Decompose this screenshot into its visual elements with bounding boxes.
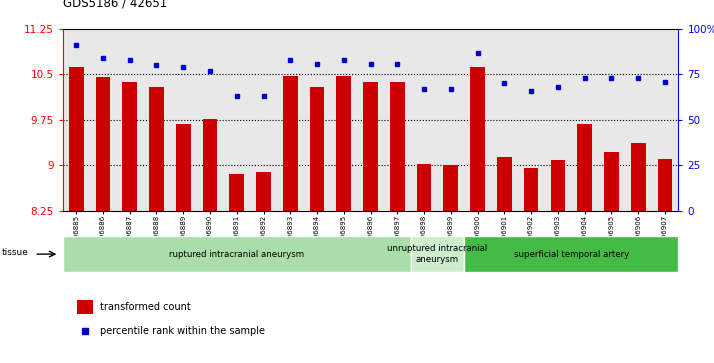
- Bar: [176, 124, 191, 211]
- Bar: [471, 67, 485, 211]
- Text: unruptured intracranial
aneurysm: unruptured intracranial aneurysm: [387, 244, 488, 264]
- Bar: [229, 174, 244, 211]
- Bar: [550, 160, 565, 211]
- Text: GDS5186 / 42651: GDS5186 / 42651: [63, 0, 167, 9]
- Bar: [63, 236, 411, 272]
- Bar: [578, 124, 592, 211]
- Bar: [363, 82, 378, 211]
- Text: percentile rank within the sample: percentile rank within the sample: [100, 326, 266, 336]
- Bar: [283, 76, 298, 211]
- Bar: [524, 168, 538, 211]
- Bar: [411, 236, 464, 272]
- Bar: [256, 172, 271, 211]
- Bar: [77, 300, 93, 314]
- Text: ruptured intracranial aneurysm: ruptured intracranial aneurysm: [169, 250, 304, 258]
- Text: superficial temporal artery: superficial temporal artery: [513, 250, 629, 258]
- Text: tissue: tissue: [2, 248, 29, 257]
- Bar: [658, 159, 673, 211]
- Bar: [69, 67, 84, 211]
- Bar: [497, 157, 512, 211]
- Text: transformed count: transformed count: [100, 302, 191, 312]
- Bar: [310, 86, 324, 211]
- Bar: [417, 164, 431, 211]
- Bar: [464, 236, 678, 272]
- Bar: [390, 82, 405, 211]
- Bar: [336, 76, 351, 211]
- Bar: [630, 143, 645, 211]
- Bar: [149, 86, 164, 211]
- Bar: [604, 152, 619, 211]
- Bar: [96, 77, 111, 211]
- Bar: [203, 119, 217, 211]
- Bar: [443, 165, 458, 211]
- Bar: [122, 82, 137, 211]
